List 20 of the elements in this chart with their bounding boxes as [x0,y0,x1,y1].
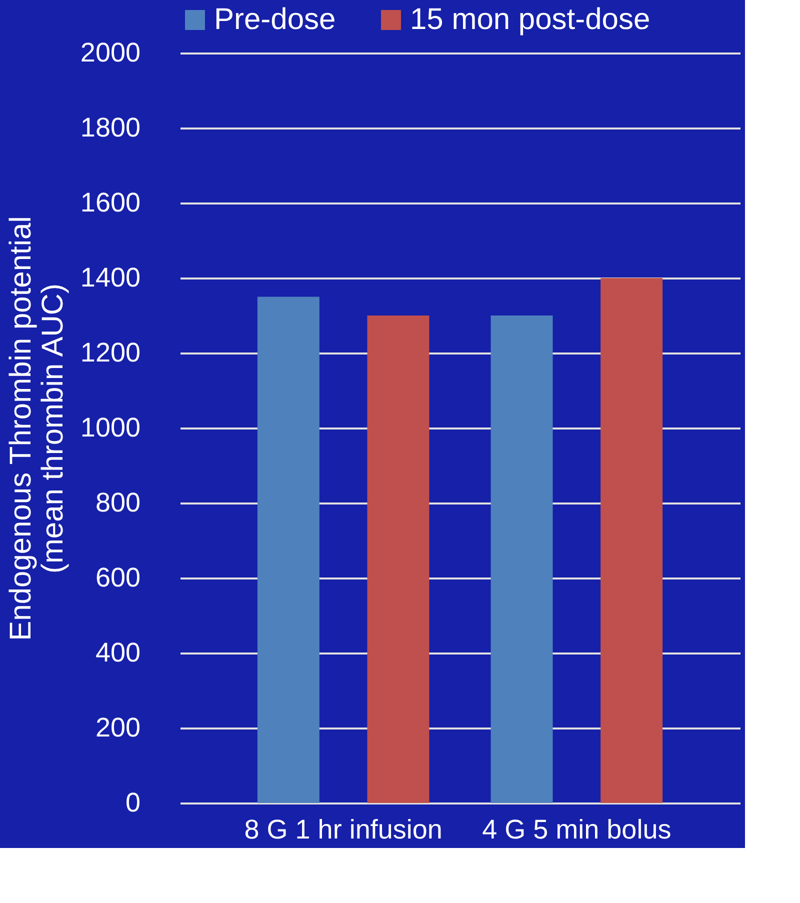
y-tick-label: 1200 [80,338,140,368]
bar [600,278,663,803]
y-tick-label: 600 [95,562,140,592]
y-axis-title: Endogenous Thrombin potential (mean thrombin AUC) [4,216,70,641]
x-tick-label: 4 G 5 min bolus [482,814,672,844]
y-tick-label: 800 [95,488,140,518]
legend-label: Pre-dose [214,3,336,36]
bar [367,316,430,803]
x-tick-label: 8 G 1 hr infusion [244,814,442,844]
bar [490,316,553,803]
y-tick-label: 1000 [80,412,140,442]
y-tick-label: 2000 [80,38,140,68]
y-tick-label: 1600 [80,188,140,218]
y-tick-label: 1800 [80,112,140,142]
bar [257,296,320,803]
y-tick-label: 1400 [80,262,140,292]
y-tick-label: 400 [95,638,140,668]
y-tick-label: 200 [95,712,140,742]
y-tick-label: 0 [125,788,140,818]
legend-label: 15 mon post-dose [410,3,650,36]
